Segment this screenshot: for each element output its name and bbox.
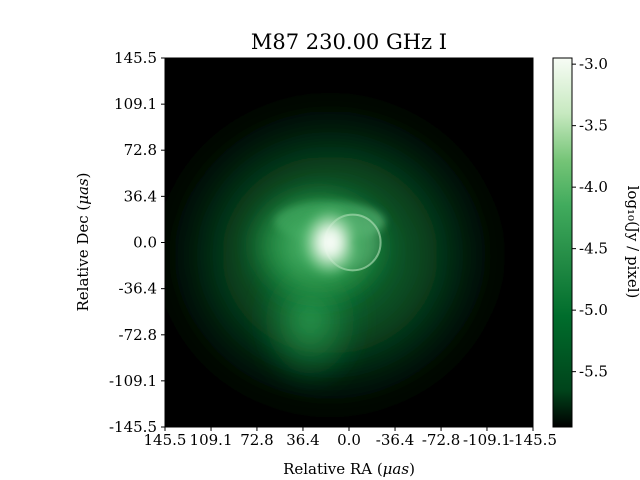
x-tick-label: 0.0 [337, 431, 361, 449]
x-tick-label: 145.5 [144, 431, 187, 449]
colorbar-tick-label: -4.5 [579, 240, 608, 258]
colorbar-tick-label: -5.0 [579, 301, 608, 319]
y-tick-label: -72.8 [119, 326, 157, 344]
y-tick-label: 109.1 [114, 95, 157, 113]
x-tick-label: -109.1 [463, 431, 511, 449]
y-tick-label: 72.8 [124, 141, 157, 159]
y-tick-label: -36.4 [119, 280, 157, 298]
x-tick-label: -72.8 [422, 431, 460, 449]
colorbar-ticks: -3.0 -3.5 -4.0 -4.5 -5.0 -5.5 [572, 55, 608, 381]
x-tick-label: 109.1 [190, 431, 233, 449]
emission-image [165, 80, 520, 427]
y-axis: 145.5 109.1 72.8 36.4 0.0 -36.4 -72.8 -109.1 -14… [109, 49, 165, 436]
x-tick-label: -36.4 [376, 431, 414, 449]
colorbar-tick-label: -4.0 [579, 178, 608, 196]
y-tick-label: 145.5 [114, 49, 157, 67]
x-tick-label: 72.8 [240, 431, 273, 449]
colorbar-label: log₁₀(Jy / pixel) [624, 186, 640, 299]
x-tick-label: 36.4 [286, 431, 319, 449]
colorbar-tick-label: -3.5 [579, 117, 608, 135]
colorbar-tick-label: -3.0 [579, 55, 608, 73]
chart-title: M87 230.00 GHz I [251, 30, 447, 54]
colorbar-tick-label: -5.5 [579, 363, 608, 381]
emission-core [300, 206, 361, 279]
x-axis: 145.5 109.1 72.8 36.4 0.0 -36.4 -72.8 -109.1-14… [144, 427, 557, 449]
x-tick-label: -145.5 [509, 431, 557, 449]
y-tick-label: 0.0 [133, 234, 157, 252]
plot-area [164, 57, 534, 428]
y-tick-label: 36.4 [124, 187, 157, 205]
y-tick-label: -145.5 [109, 418, 157, 436]
y-tick-label: -109.1 [109, 372, 157, 390]
y-axis-label: Relative Dec (μas) [74, 172, 92, 311]
colorbar: -3.0 -3.5 -4.0 -4.5 -5.0 -5.5 log₁₀(Jy / pixe… [552, 55, 640, 428]
colorbar-gradient [552, 57, 573, 428]
x-axis-label: Relative RA (μas) [283, 460, 415, 478]
